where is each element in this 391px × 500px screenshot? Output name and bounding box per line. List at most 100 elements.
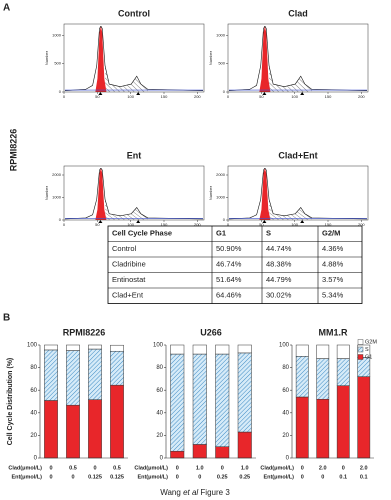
y-tick-label: 0 (59, 89, 62, 94)
table-cell: 44.79% (266, 275, 292, 284)
marker (136, 92, 141, 95)
y-tick-label: 60 (156, 388, 163, 394)
histogram-title: Control (118, 8, 150, 18)
x-tick-label: 0.25 (217, 474, 228, 480)
table-cell: 30.02% (266, 291, 292, 300)
x-tick-label: 200 (358, 94, 365, 99)
caption-figure: Figure 3 (200, 488, 230, 497)
bar-segment (88, 348, 102, 400)
y-tick-label: 1000 (52, 195, 62, 200)
bar-segment (295, 396, 309, 459)
caption: Wang et al Figure 3 (160, 488, 230, 497)
y-tick-label: 0 (286, 456, 290, 462)
x-tick-label: 0 (93, 465, 96, 471)
bar-segment (88, 344, 102, 350)
histogram-title: Clad (288, 8, 308, 18)
bar-segment (215, 353, 230, 447)
table-cell: Clad+Ent (112, 291, 144, 300)
bar-segment (170, 450, 185, 459)
category-row-label: Ent(μmol/L) (263, 474, 294, 480)
category-row-label: Ent(μmol/L) (137, 474, 168, 480)
axes-frame (227, 165, 369, 221)
panel-label: A (3, 3, 10, 14)
y-tick-label: 20 (156, 433, 163, 439)
x-tick-label: 200 (194, 222, 201, 227)
y-tick-label: 60 (282, 388, 289, 394)
table-cell: 51.64% (216, 275, 242, 284)
axes-frame (63, 165, 205, 221)
bar-segment (66, 350, 80, 406)
bar-segment (316, 398, 330, 459)
marker (262, 92, 267, 95)
histogram-trace (65, 26, 203, 92)
table-header: Cell Cycle Phase (112, 229, 172, 238)
table-cell: Control (112, 244, 137, 253)
x-tick-label: 0 (63, 222, 66, 227)
x-tick-label: 0.5 (69, 465, 77, 471)
x-tick-label: 0 (221, 465, 224, 471)
x-tick-label: 200 (194, 94, 201, 99)
x-tick-label: 0.1 (360, 474, 368, 480)
y-tick-label: 1000 (216, 195, 226, 200)
bar-segment (44, 400, 58, 459)
y-tick-label: 0 (34, 456, 38, 462)
axes-frame (63, 23, 205, 93)
x-tick-label: 100 (291, 94, 298, 99)
x-tick-label: 0 (49, 465, 52, 471)
x-tick-label: 0 (321, 474, 324, 480)
x-tick-label: 100 (291, 222, 298, 227)
y-tick-label: 0 (59, 217, 62, 222)
legend-swatch (357, 354, 364, 360)
caption-author: Wang (160, 488, 181, 497)
chart-title: MM1.R (319, 327, 349, 337)
row-label: RPMI8226 (8, 129, 18, 172)
x-tick-label: 2.0 (360, 465, 368, 471)
x-tick-label: 50 (95, 94, 100, 99)
x-tick-label: 0.125 (88, 474, 102, 480)
bar-segment (237, 352, 252, 433)
y-tick-label: 100 (27, 343, 38, 349)
x-tick-label: 0.1 (339, 474, 347, 480)
table-cell: 3.57% (322, 275, 344, 284)
table-cell: 64.46% (216, 291, 242, 300)
y-tick-label: 500 (218, 61, 225, 66)
category-row-label: Clad(μmol/L) (260, 465, 294, 471)
bar-segment (110, 384, 124, 459)
bar-segment (192, 444, 207, 459)
y-tick-label: 80 (30, 365, 37, 371)
marker (136, 220, 141, 223)
x-tick-label: 1.0 (241, 465, 249, 471)
table-header: G2/M (322, 229, 340, 238)
x-tick-label: 100 (127, 222, 134, 227)
table-frame (107, 225, 363, 304)
y-tick-label: 80 (282, 365, 289, 371)
x-tick-label: 0 (63, 94, 66, 99)
bar-segment (170, 344, 185, 355)
legend-swatch (357, 339, 364, 345)
histogram-title: Clad+Ent (278, 150, 317, 160)
y-tick-label: 1000 (216, 32, 226, 37)
chart-title: RPMI8226 (63, 327, 106, 337)
y-axis-label: Number (208, 50, 213, 65)
x-tick-label: 2.0 (319, 465, 327, 471)
y-axis-label: Number (44, 185, 49, 200)
y-axis-label: Cell Cycle Distribution (%) (7, 358, 14, 446)
histogram-trace (229, 26, 367, 92)
legend-label: S (365, 347, 369, 353)
y-tick-label: 40 (282, 410, 289, 416)
x-tick-label: 0 (49, 474, 52, 480)
marker (98, 92, 103, 95)
x-tick-label: 150 (161, 94, 168, 99)
bar-segment (215, 344, 230, 355)
table-cell: Entinostat (112, 275, 146, 284)
y-tick-label: 2000 (216, 172, 226, 177)
y-axis-label: Number (44, 50, 49, 65)
bar-segment (295, 344, 309, 357)
y-tick-label: 0 (223, 89, 226, 94)
y-tick-label: 500 (54, 61, 61, 66)
x-tick-label: 50 (95, 222, 100, 227)
x-tick-label: 0 (227, 94, 230, 99)
x-tick-label: 100 (127, 94, 134, 99)
caption-etal: et al (183, 488, 198, 497)
bar-segment (170, 353, 185, 452)
